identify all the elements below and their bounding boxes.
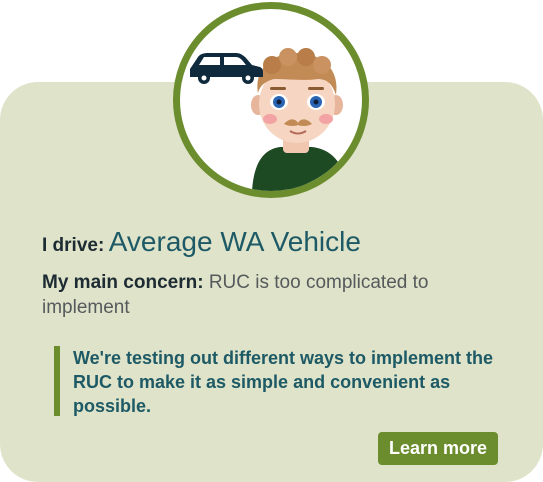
car-icon: [190, 53, 263, 84]
driver-avatar-illustration: [190, 48, 348, 191]
avatar: [173, 2, 369, 198]
concern-label: My main concern:: [42, 272, 204, 293]
vehicle-line: I drive: Average WA Vehicle: [42, 226, 361, 258]
drive-label: I drive:: [42, 235, 105, 256]
main-concern: My main concern: RUC is too complicated …: [42, 270, 432, 320]
vehicle-type: Average WA Vehicle: [108, 226, 361, 257]
response-quote: We're testing out different ways to impl…: [54, 346, 494, 416]
concern-text: RUC is too complicated to implement: [42, 272, 429, 318]
response-text: We're testing out different ways to impl…: [73, 348, 494, 416]
learn-more-button[interactable]: Learn more: [378, 432, 498, 465]
